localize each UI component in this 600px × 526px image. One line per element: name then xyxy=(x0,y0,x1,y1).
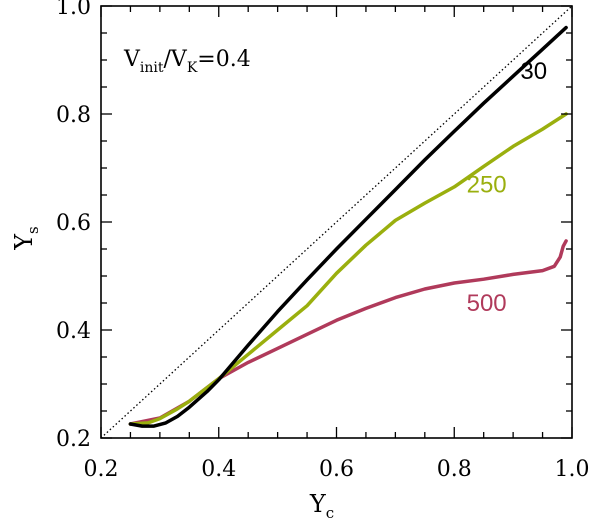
y-tick-label: 0.8 xyxy=(56,103,91,128)
y-tick-label: 1.0 xyxy=(56,0,91,20)
x-axis-label-main: Y xyxy=(309,490,327,518)
x-tick-label: 0.6 xyxy=(319,457,354,482)
plot-area: 30 250 500 xyxy=(100,5,573,439)
y-tick-label: 0.6 xyxy=(56,211,91,236)
series-line-250 xyxy=(128,112,568,426)
annotation-sub2: K xyxy=(187,60,198,76)
annotation-slash: /V xyxy=(164,47,188,72)
x-axis-label: Yc xyxy=(309,490,334,522)
y-tick-label: 0.4 xyxy=(56,319,91,344)
annotation-text: Vinit/VK=0.4 xyxy=(123,47,251,76)
annotation-v1: V xyxy=(123,47,141,72)
x-tick-label: 0.2 xyxy=(84,457,119,482)
series-line-30 xyxy=(128,25,568,428)
x-tick-label: 1.0 xyxy=(555,457,590,482)
x-axis-label-sub: c xyxy=(326,504,334,522)
y-axis-label: Ys xyxy=(10,226,42,251)
reference-line xyxy=(100,5,573,439)
series-label-250: 250 xyxy=(467,171,507,198)
y-axis-label-sub: s xyxy=(24,226,42,234)
y-tick-label: 0.2 xyxy=(56,427,91,452)
x-tick-label: 0.8 xyxy=(437,457,472,482)
annotation-eq: =0.4 xyxy=(197,47,250,72)
series-label-500: 500 xyxy=(467,290,507,317)
y-axis-label-main: Y xyxy=(10,233,38,251)
x-tick-label: 0.4 xyxy=(201,457,236,482)
series-label-30: 30 xyxy=(520,58,547,85)
annotation-sub1: init xyxy=(140,60,164,76)
axes: 0.2 0.4 0.6 0.8 1.0 0.2 0.4 0.6 0.8 1.0 xyxy=(56,0,590,482)
